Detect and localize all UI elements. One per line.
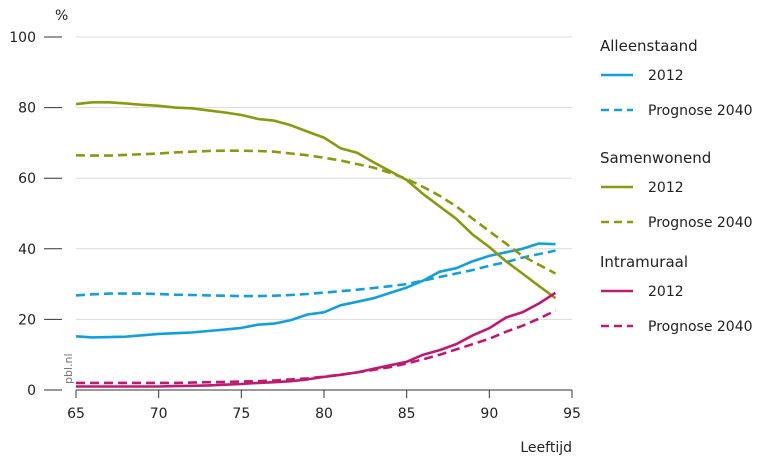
y-tick-label: 40 — [18, 242, 36, 258]
y-tick-label: 0 — [27, 383, 36, 399]
legend-group-title: Alleenstaand — [600, 37, 698, 55]
legend-entry-label: 2012 — [648, 284, 684, 300]
y-tick-label: 80 — [18, 101, 36, 117]
legend-entry-label: Prognose 2040 — [648, 319, 753, 335]
x-tick-label: 95 — [563, 406, 581, 422]
x-tick-label: 80 — [315, 406, 333, 422]
legend: Alleenstaand 2012 Prognose 2040 Samenwonend… — [600, 37, 753, 335]
x-tick-label: 65 — [67, 406, 85, 422]
series-line-samenwonend-2012 — [75, 101, 557, 300]
series-line-intramuraal-prognose-2040 — [76, 309, 557, 385]
x-tick-label: 85 — [398, 406, 416, 422]
grid-lines — [76, 36, 572, 320]
legend-entry-label: Prognose 2040 — [648, 215, 753, 231]
legend-entry-label: 2012 — [648, 180, 684, 196]
legend-entry-label: Prognose 2040 — [648, 103, 753, 119]
x-tick-label: 75 — [232, 406, 250, 422]
y-tick-label: 60 — [18, 171, 36, 187]
legend-entry-label: 2012 — [648, 68, 684, 84]
axes: 0 20 40 60 80 100 65 70 75 80 85 90 95 — [9, 30, 581, 422]
y-tick-label: 100 — [9, 30, 36, 46]
x-axis-label: Leeftijd — [520, 440, 572, 456]
x-tick-label: 90 — [480, 406, 498, 422]
watermark: pbl.nl — [62, 353, 75, 384]
series-line-alleenstaand-2012 — [75, 242, 556, 339]
x-tick-label: 70 — [150, 406, 168, 422]
series-line-samenwonend-prognose-2040 — [75, 149, 557, 275]
y-axis-label: % — [55, 8, 68, 24]
y-tick-label: 20 — [18, 312, 36, 328]
series-line-alleenstaand-prognose-2040 — [75, 249, 556, 298]
legend-group-title: Samenwonend — [600, 149, 711, 167]
series-lines — [75, 101, 557, 388]
legend-group-title: Intramuraal — [600, 253, 688, 271]
